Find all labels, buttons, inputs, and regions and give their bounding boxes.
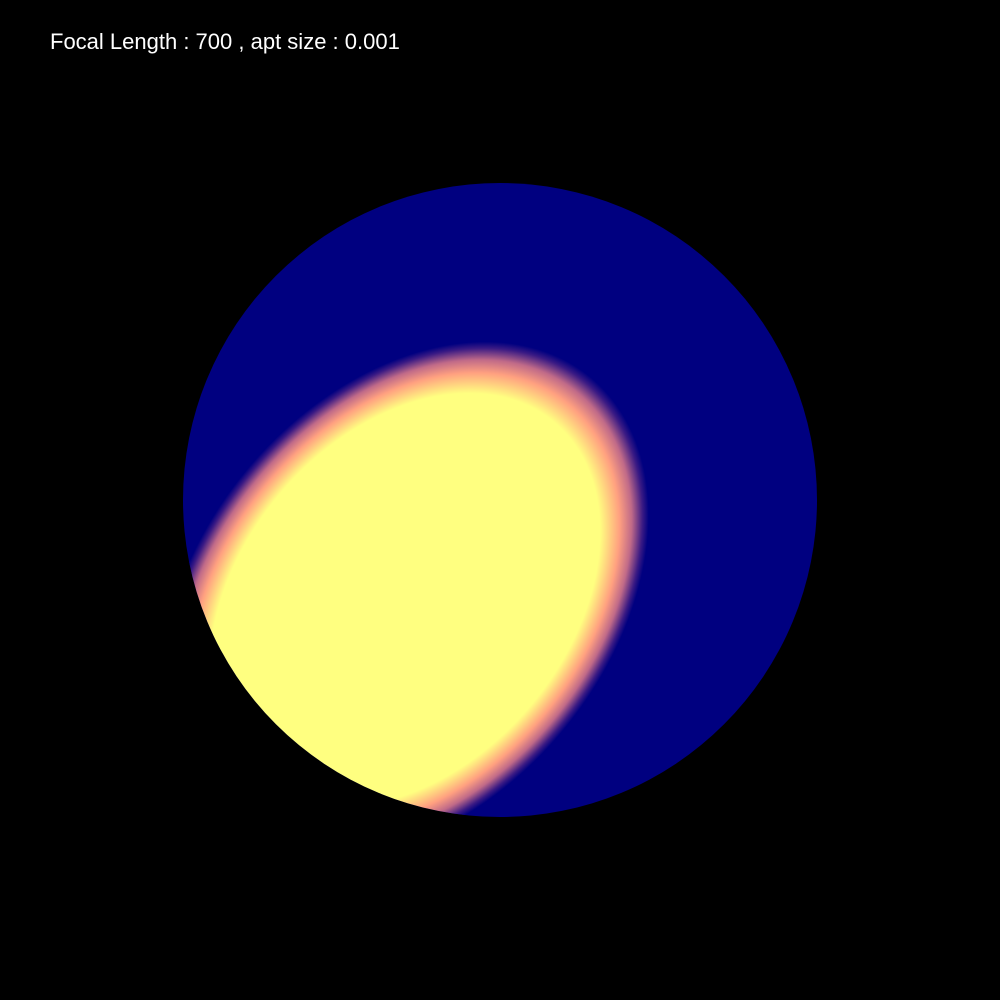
separator: : bbox=[177, 29, 196, 54]
aperture-size-value: 0.001 bbox=[344, 29, 400, 54]
sphere-lit-side bbox=[183, 341, 649, 817]
focal-length-label: Focal Length bbox=[50, 29, 178, 54]
camera-info-label: Focal Length : 700 , apt size : 0.001 bbox=[50, 28, 400, 56]
aperture-size-label: apt size bbox=[250, 29, 327, 54]
focal-length-value: 700 bbox=[195, 29, 233, 54]
comma-separator: , bbox=[232, 29, 251, 54]
separator: : bbox=[326, 29, 345, 54]
